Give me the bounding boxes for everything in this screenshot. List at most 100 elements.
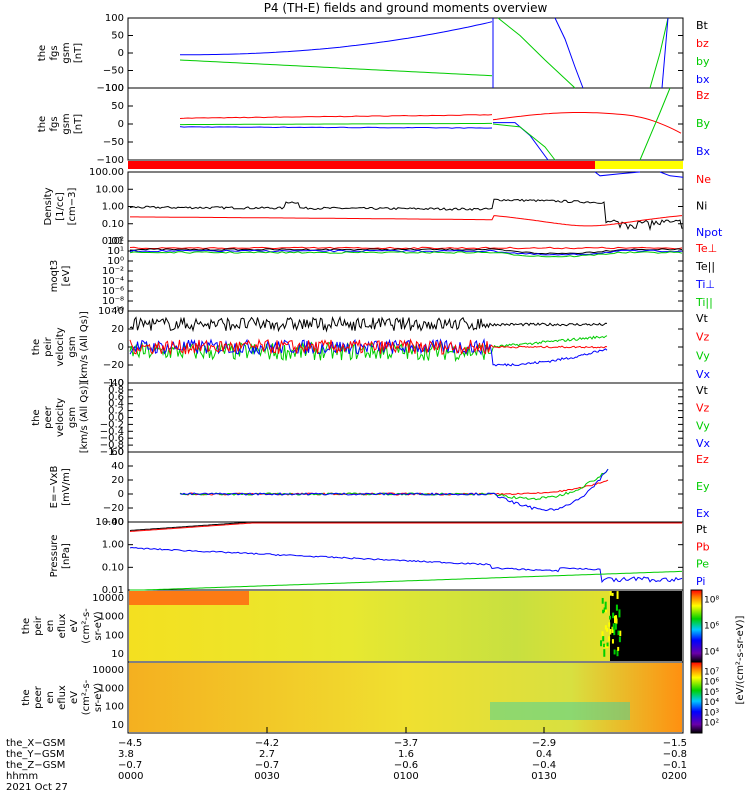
y-axis-label: en	[45, 691, 56, 704]
legend-entry: Bz	[696, 89, 710, 102]
y-tick-label: −1.0	[100, 447, 124, 458]
panel-frame	[127, 17, 684, 89]
legend-entry: Bx	[696, 145, 711, 158]
spectrogram-peir-cell	[604, 644, 607, 648]
trace-by-2	[497, 17, 576, 89]
trace-npot-2	[659, 171, 684, 178]
y-tick-label: 10²	[107, 236, 124, 247]
y-tick-label: 10.00	[95, 184, 124, 195]
y-axis-label: peir	[33, 615, 44, 635]
spectrogram-peir-cell	[612, 612, 615, 619]
y-axis-label: Pressure	[49, 535, 60, 578]
trace-ni	[129, 198, 683, 232]
spectrogram-peir-cell	[606, 627, 609, 632]
y-tick-label: 20	[111, 475, 124, 486]
y-tick-label: 10	[111, 649, 124, 660]
panel-frame	[127, 451, 684, 523]
y-tick-label: 60	[111, 447, 124, 458]
legend-entry: by	[696, 55, 710, 68]
y-tick-label: 10000	[92, 593, 124, 604]
panel-6: 1.00.80.60.40.20.0−0.2−0.4−0.6−0.8−1.0 Vt…	[31, 378, 711, 458]
y-axis-label: [km/s (All Qs)]	[79, 382, 90, 454]
y-tick-label: 0.01	[102, 236, 124, 247]
y-tick-label: 10⁻⁴	[102, 276, 124, 287]
y-axis-label: peir	[43, 336, 54, 356]
trace-velocity-black	[129, 315, 608, 333]
y-axis-label: sr-eV)	[93, 683, 104, 712]
x-tick-label: 2.7	[259, 749, 275, 760]
spectrogram-peir-cell	[601, 597, 604, 604]
colorbar-label: [eV/(cm²-s-sr-eV)]	[735, 615, 746, 704]
panel-1: 100 50 0 −50 −100 Bt bz by bx the fgs gsm [nT]	[37, 13, 710, 94]
x-tick-label: −1.5	[663, 738, 687, 749]
trace-temp-1	[129, 248, 683, 255]
x-tick-label: 0000	[118, 771, 143, 782]
y-axis-label: gsm	[61, 113, 72, 134]
spectrogram-peir-cell	[606, 642, 609, 647]
panel-7: 60 40 20 0 −20 −40 Ez Ey Ex E=−VxB [mV/m]	[49, 447, 710, 528]
y-tick-label: 10000	[92, 665, 124, 676]
x-tick-label: 0200	[662, 771, 687, 782]
legend-entry: Ex	[696, 507, 710, 520]
colorbar-tick-label: 10⁸	[704, 596, 719, 606]
spectrogram-peir-cell	[618, 636, 621, 643]
y-tick-label: −0.8	[100, 440, 124, 451]
spectrogram-peir-cell	[604, 601, 607, 610]
legend-entry: Vx	[696, 368, 711, 381]
spectrogram-peir-cell	[609, 591, 612, 596]
y-axis-label: eflux	[57, 685, 68, 710]
y-tick-label: 0.4	[108, 399, 124, 410]
legend-entry: Vz	[696, 331, 710, 344]
y-axis-label: (cm²-s-	[81, 679, 92, 715]
y-axis-label: the	[37, 116, 48, 132]
spectrogram-peir-gap	[610, 591, 682, 661]
y-axis-label: gsm	[61, 42, 72, 63]
y-axis-label: fgs	[49, 45, 60, 60]
y-tick-label: 0.10	[102, 219, 124, 230]
trace-pe	[130, 570, 682, 591]
spectrogram-peir-cell	[611, 639, 614, 644]
y-tick-label: 0.10	[102, 562, 124, 573]
spectrogram-peir-cell	[604, 625, 607, 630]
y-tick-label: −20	[103, 503, 124, 514]
panel-frame	[127, 87, 684, 161]
y-axis-label: [nT]	[73, 43, 84, 63]
spectrogram-peir-cell	[608, 622, 611, 627]
x-tick-label: 3.8	[118, 749, 134, 760]
legend-entry: bz	[696, 37, 709, 50]
y-axis-label: [mV/m]	[61, 468, 72, 506]
spectrogram-peir-cell	[617, 646, 620, 651]
x-tick-label: −4.2	[255, 738, 279, 749]
legend-entry: bx	[696, 73, 710, 86]
spectrogram-peir-cell	[614, 623, 617, 630]
legend-entry: Vy	[696, 419, 710, 432]
x-axis-row-label: the_Z−GSM	[6, 760, 65, 771]
y-tick-label: −50	[103, 137, 124, 148]
y-tick-label: −50	[103, 66, 124, 77]
legend-entry: Te⊥	[695, 242, 717, 255]
spectrogram-peir-cell	[613, 649, 616, 655]
colorbar-1	[690, 589, 703, 663]
trace-e-blue	[179, 468, 609, 512]
y-tick-label: −40	[103, 517, 124, 528]
y-tick-label: −20	[103, 360, 124, 371]
trace-by-3	[639, 87, 671, 161]
legend-entry: Ey	[696, 480, 710, 493]
x-tick-label: 1.6	[398, 749, 414, 760]
y-axis-label: eV	[69, 619, 80, 632]
spectrogram-peir-cell	[609, 628, 612, 635]
y-tick-label: 1000	[99, 683, 124, 694]
x-tick-label: −0.7	[118, 760, 142, 771]
trace-bx-2	[554, 17, 584, 89]
x-tick-label: −0.1	[663, 760, 687, 771]
trace-by-2	[492, 123, 556, 161]
y-axis-label: [eV]	[61, 266, 72, 287]
y-tick-label: 100.00	[89, 167, 124, 178]
panel-5: 40 20 0 −20 −40 Vt Vz Vy Vx the peir velocity gsm [km…	[31, 306, 711, 389]
y-tick-label: 10.00	[95, 517, 124, 528]
legend-entry: Ni	[696, 200, 707, 213]
y-tick-label: 50	[111, 101, 124, 112]
